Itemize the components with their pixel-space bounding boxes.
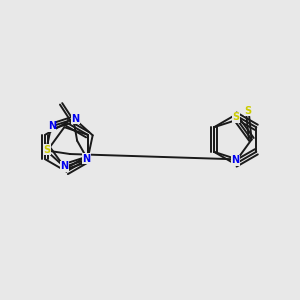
Text: S: S (232, 112, 240, 122)
Text: N: N (48, 122, 56, 131)
Text: N: N (71, 114, 79, 124)
Text: S: S (43, 145, 50, 155)
Text: S: S (244, 106, 252, 116)
Text: N: N (60, 161, 68, 171)
Text: N: N (231, 155, 239, 165)
Text: N: N (82, 154, 90, 164)
